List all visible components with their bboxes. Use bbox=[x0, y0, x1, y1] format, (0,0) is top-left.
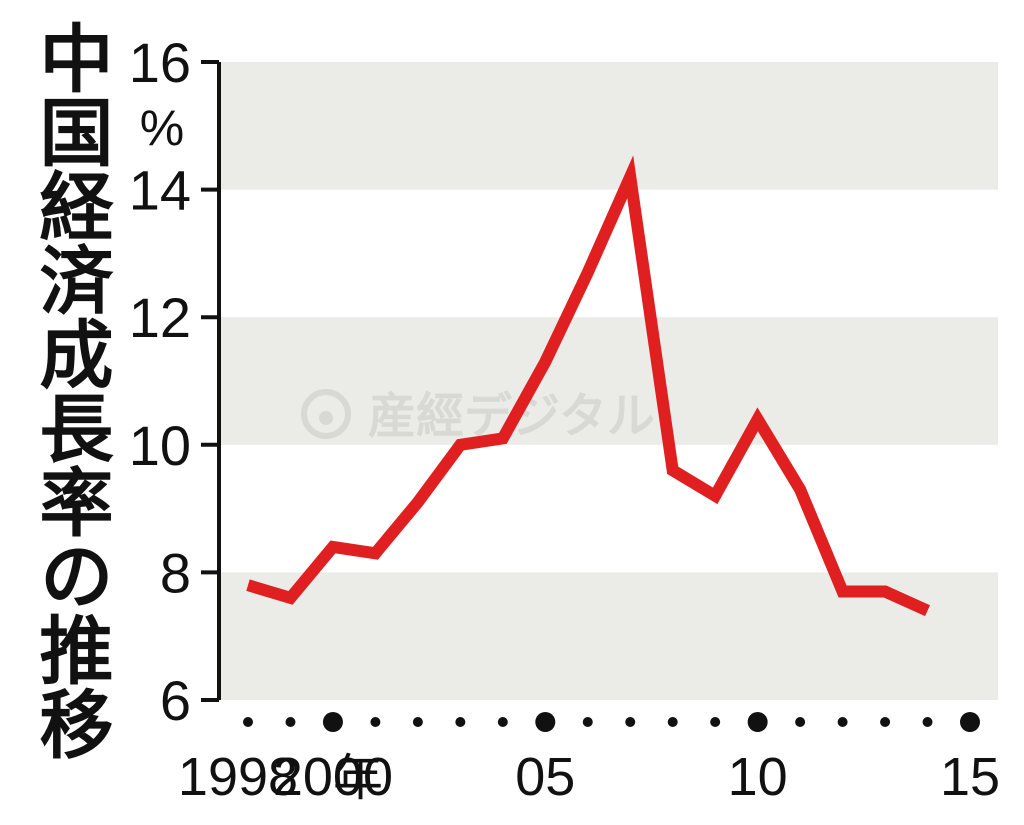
y-tick-label: 12 bbox=[129, 286, 191, 349]
y-tick-label: 10 bbox=[129, 414, 191, 477]
series-layer bbox=[246, 155, 930, 617]
x-minor-dot bbox=[455, 717, 466, 727]
y-unit-label: % bbox=[140, 100, 184, 156]
x-minor-dot bbox=[837, 717, 848, 727]
x-minor-dot bbox=[370, 717, 381, 727]
band-2 bbox=[219, 62, 998, 190]
x-tick-label: 2000 bbox=[273, 747, 393, 807]
y-axis: 6 8 10 12 14 16% bbox=[129, 31, 221, 732]
y-tick-label: 16 bbox=[129, 31, 191, 94]
x-tick-suffix: 年 bbox=[333, 749, 383, 807]
x-minor-dot bbox=[412, 717, 423, 727]
x-minor-dot bbox=[795, 717, 806, 727]
x-minor-dot bbox=[922, 717, 933, 727]
x-major-dot bbox=[960, 712, 980, 732]
y-tick-label: 8 bbox=[160, 541, 191, 604]
x-tick-label: 1998 bbox=[178, 747, 298, 807]
series-line-0 bbox=[246, 155, 930, 617]
x-minor-dot bbox=[285, 717, 296, 727]
x-tick-label: 15 bbox=[940, 747, 1000, 807]
y-tick-label: 14 bbox=[129, 159, 191, 222]
x-major-dot bbox=[535, 712, 556, 732]
x-minor-dot bbox=[880, 717, 891, 727]
x-minor-dot bbox=[243, 717, 253, 727]
chart-title: 中国経済成長率の推移 bbox=[27, 20, 113, 760]
x-minor-dot bbox=[582, 717, 593, 727]
x-minor-dot bbox=[710, 717, 721, 727]
x-major-dot bbox=[747, 712, 768, 732]
x-tick-label: 10 bbox=[728, 747, 788, 807]
y-tick-label: 6 bbox=[160, 669, 191, 732]
x-minor-dot bbox=[625, 717, 636, 727]
x-major-dot bbox=[322, 712, 343, 732]
x-minor-dot bbox=[667, 717, 678, 727]
x-minor-dot bbox=[497, 717, 508, 727]
x-tick-label: 05 bbox=[515, 747, 575, 807]
background-bands bbox=[219, 62, 998, 700]
